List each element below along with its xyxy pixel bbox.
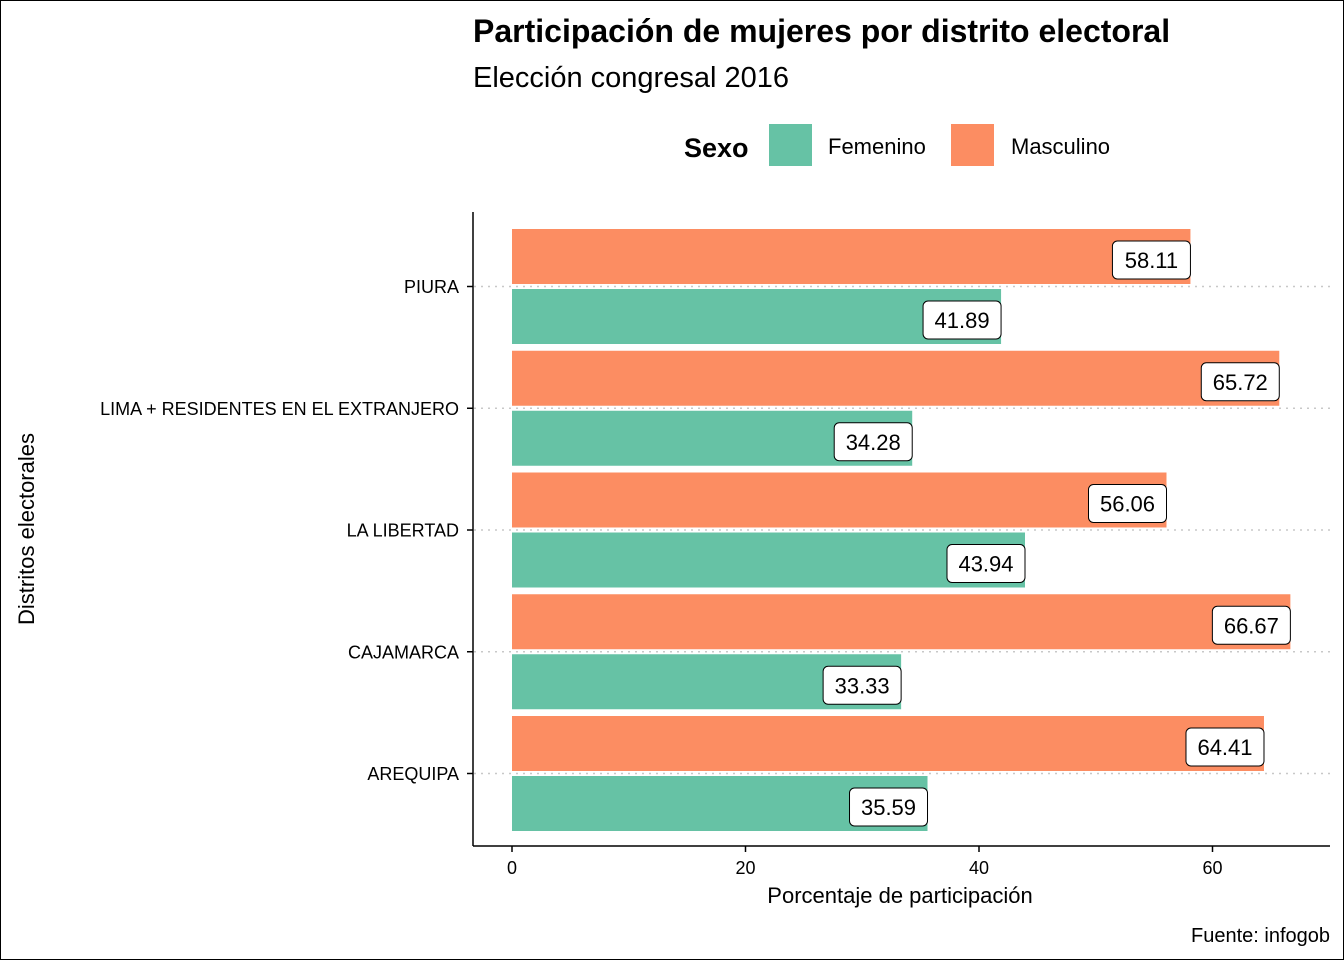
value-label-box-lima-residentes-en-el-extranjero-femenino bbox=[833, 422, 913, 462]
bar-lima-residentes-en-el-extranjero-masculino bbox=[512, 350, 1280, 406]
value-label-box-lima-residentes-en-el-extranjero-masculino bbox=[1200, 362, 1280, 402]
x-tick-label-40: 40 bbox=[969, 858, 989, 878]
value-label-box-arequipa-masculino bbox=[1185, 727, 1265, 767]
value-label-la-libertad-femenino: 43.94 bbox=[958, 552, 1013, 577]
x-axis-title: Porcentaje de participación bbox=[767, 883, 1032, 908]
value-label-arequipa-masculino: 64.41 bbox=[1197, 735, 1252, 760]
chart-caption: Fuente: infogob bbox=[1191, 925, 1330, 947]
value-label-box-la-libertad-masculino bbox=[1088, 484, 1168, 523]
value-label-box-piura-masculino bbox=[1111, 240, 1191, 280]
legend-swatch-femenino bbox=[769, 124, 812, 166]
bar-piura-masculino bbox=[512, 229, 1191, 284]
bar-la-libertad-femenino bbox=[512, 532, 1025, 588]
chart-subtitle: Elección congresal 2016 bbox=[473, 62, 789, 94]
bar-cajamarca-masculino bbox=[512, 594, 1291, 650]
value-label-box-arequipa-femenino bbox=[849, 787, 929, 827]
y-tick-label-piura: PIURA bbox=[404, 277, 459, 297]
legend-swatch-masculino bbox=[951, 124, 994, 166]
value-label-box-cajamarca-masculino bbox=[1211, 605, 1291, 645]
x-tick-label-0: 0 bbox=[507, 858, 517, 878]
value-label-box-la-libertad-femenino bbox=[946, 544, 1026, 583]
legend-label-femenino: Femenino bbox=[828, 134, 926, 159]
bar-piura-femenino bbox=[512, 289, 1002, 344]
value-label-box-piura-femenino bbox=[922, 300, 1002, 340]
y-tick-label-arequipa: AREQUIPA bbox=[367, 764, 459, 784]
bar-arequipa-masculino bbox=[512, 716, 1264, 771]
y-tick-label-cajamarca: CAJAMARCA bbox=[348, 642, 459, 662]
value-label-cajamarca-masculino: 66.67 bbox=[1224, 613, 1279, 638]
x-tick-label-60: 60 bbox=[1202, 858, 1222, 878]
bar-la-libertad-masculino bbox=[512, 472, 1167, 528]
value-label-lima-residentes-en-el-extranjero-masculino: 65.72 bbox=[1213, 370, 1268, 395]
value-label-cajamarca-femenino: 33.33 bbox=[835, 673, 890, 698]
value-label-la-libertad-masculino: 56.06 bbox=[1100, 492, 1155, 517]
plot-area: 58.11 41.89 65.72 34.28 56.06 43.94 66.67 33.33… bbox=[100, 212, 1330, 878]
y-tick-label-lima-residentes-en-el-extranjero: LIMA + RESIDENTES EN EL EXTRANJERO bbox=[100, 399, 459, 419]
value-label-piura-femenino: 41.89 bbox=[935, 308, 990, 333]
value-label-arequipa-femenino: 35.59 bbox=[861, 795, 916, 820]
value-label-piura-masculino: 58.11 bbox=[1125, 248, 1178, 273]
chart-title: Participación de mujeres por distrito el… bbox=[473, 13, 1170, 49]
y-axis-title: Distritos electorales bbox=[14, 433, 39, 625]
y-tick-label-la-libertad: LA LIBERTAD bbox=[347, 521, 459, 541]
x-tick-label-20: 20 bbox=[735, 858, 755, 878]
value-label-box-cajamarca-femenino bbox=[822, 665, 902, 705]
legend: Sexo Femenino Masculino bbox=[684, 124, 1110, 166]
legend-label-masculino: Masculino bbox=[1011, 134, 1110, 159]
legend-title: Sexo bbox=[684, 133, 749, 163]
value-label-lima-residentes-en-el-extranjero-femenino: 34.28 bbox=[846, 430, 901, 455]
